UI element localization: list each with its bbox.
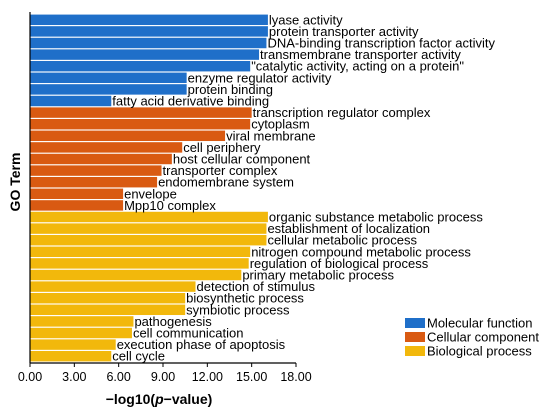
- bar: [30, 281, 196, 292]
- bar-label: cellular metabolic process: [267, 233, 417, 248]
- bar: [30, 258, 249, 269]
- bar: [30, 350, 112, 362]
- y-axis-title: GO Term: [7, 153, 23, 212]
- bar: [30, 176, 158, 188]
- bar: [30, 72, 187, 84]
- x-tick-label: 6.00: [106, 370, 130, 384]
- bar: [30, 246, 251, 258]
- bar: [30, 153, 172, 165]
- bar: [30, 316, 134, 327]
- legend-label: Molecular function: [427, 316, 533, 331]
- legend-swatch: [405, 332, 425, 342]
- bar-label: symbiotic process: [186, 302, 290, 317]
- bar-label: primary metabolic process: [242, 268, 394, 283]
- bar-label: envelope: [124, 186, 177, 201]
- bar-label: transcription regulator complex: [253, 105, 431, 120]
- x-tick-label: 12.00: [192, 370, 223, 384]
- x-axis-title-prefix: −log10(: [106, 391, 156, 407]
- bar: [30, 130, 226, 142]
- bar-label: fatty acid derivative binding: [112, 94, 269, 109]
- bar-label: establishment of localization: [267, 221, 430, 236]
- bar: [30, 327, 132, 339]
- bar: [30, 37, 267, 49]
- bar-label: "catalytic activity, acting on a protein…: [251, 59, 464, 74]
- bar-label: protein transporter activity: [269, 24, 419, 39]
- bar: [30, 292, 186, 304]
- bar: [30, 223, 267, 234]
- bar: [30, 269, 242, 281]
- x-tick-label: 0.00: [18, 370, 42, 384]
- bar: [30, 14, 268, 26]
- bar-label: pathogenesis: [134, 314, 212, 329]
- bar-label: transmembrane transporter activity: [260, 47, 461, 62]
- bar: [30, 211, 268, 223]
- bar-label: transporter complex: [163, 163, 278, 178]
- x-tick-label: 18.00: [280, 370, 311, 384]
- bar-label: biosynthetic process: [186, 291, 304, 306]
- bar-label: endomembrane system: [158, 175, 294, 190]
- bar: [30, 118, 251, 130]
- bar-label: lyase activity: [269, 12, 343, 27]
- bar: [30, 142, 183, 153]
- bar-label: organic substance metabolic process: [269, 210, 483, 225]
- bar: [30, 200, 124, 211]
- bar-label: Mpp10 complex: [124, 198, 216, 213]
- bar-label: enzyme regulator activity: [188, 70, 332, 85]
- bar-label: execution phase of apoptosis: [117, 337, 286, 352]
- bar: [30, 339, 116, 350]
- x-tick-label: 15.00: [236, 370, 267, 384]
- bar-label: regulation of biological process: [250, 256, 429, 271]
- x-axis-title: −log10(p−value): [106, 391, 213, 407]
- x-axis-title-suffix: −value): [164, 391, 213, 407]
- bar-label: cytoplasm: [251, 117, 310, 132]
- x-tick-label: 9.00: [151, 370, 175, 384]
- legend-swatch: [405, 318, 425, 328]
- bar-label: DNA-binding transcription factor activit…: [267, 36, 495, 51]
- bar-label: cell periphery: [183, 140, 261, 155]
- bar: [30, 234, 267, 246]
- bar-label: cell cycle: [112, 349, 165, 364]
- legend-label: Biological process: [427, 344, 532, 359]
- x-axis-title-italic: p: [154, 391, 164, 407]
- x-tick-label: 3.00: [62, 370, 86, 384]
- bar: [30, 304, 186, 316]
- bar: [30, 165, 162, 176]
- bar-label: viral membrane: [226, 128, 316, 143]
- bar: [30, 84, 187, 95]
- bar: [30, 107, 252, 118]
- bar: [30, 188, 124, 200]
- legend-label: Cellular component: [427, 330, 539, 345]
- bar: [30, 95, 112, 107]
- bars-layer: [30, 14, 268, 362]
- bar-label: host cellular component: [173, 152, 311, 167]
- bar: [30, 49, 260, 60]
- bar-label: protein binding: [188, 82, 273, 97]
- bar: [30, 60, 251, 72]
- bar-label: detection of stimulus: [197, 279, 316, 294]
- x-axis-ticks: 0.00 3.00 6.00 9.00 12.00 15.00 18.00: [18, 363, 312, 384]
- bar-label: nitrogen compound metabolic process: [251, 244, 471, 259]
- bar: [30, 26, 268, 37]
- bar-label: cell communication: [133, 326, 244, 341]
- legend-swatch: [405, 346, 425, 356]
